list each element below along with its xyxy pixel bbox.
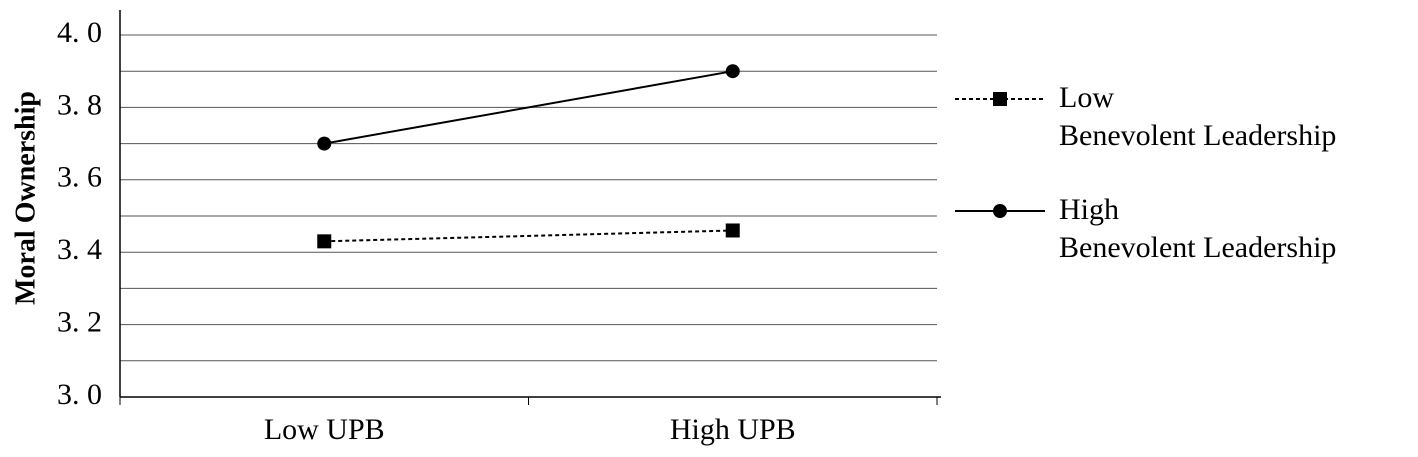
legend-label: Low Benevolent Leadership bbox=[1059, 81, 1337, 152]
legend-label: High Benevolent Leadership bbox=[1059, 193, 1337, 264]
y-tick-label: 3. 4 bbox=[57, 233, 102, 266]
y-tick-label: 3. 2 bbox=[57, 305, 102, 338]
data-point bbox=[317, 136, 332, 151]
y-tick-label: 3. 8 bbox=[57, 88, 102, 121]
x-tick-label: Low UPB bbox=[264, 413, 385, 446]
data-point bbox=[725, 223, 740, 238]
y-tick-label: 3. 6 bbox=[57, 161, 102, 194]
series-line bbox=[324, 229, 733, 243]
data-point bbox=[725, 64, 740, 79]
y-tick-label: 4. 0 bbox=[57, 16, 102, 49]
legend-marker bbox=[993, 204, 1007, 218]
data-point bbox=[317, 234, 332, 249]
series-line bbox=[324, 70, 733, 145]
y-axis-title: Moral Ownership bbox=[10, 91, 41, 305]
legend-marker bbox=[993, 92, 1007, 106]
y-tick-label: 3. 0 bbox=[57, 378, 102, 411]
x-tick-label: High UPB bbox=[670, 413, 796, 446]
